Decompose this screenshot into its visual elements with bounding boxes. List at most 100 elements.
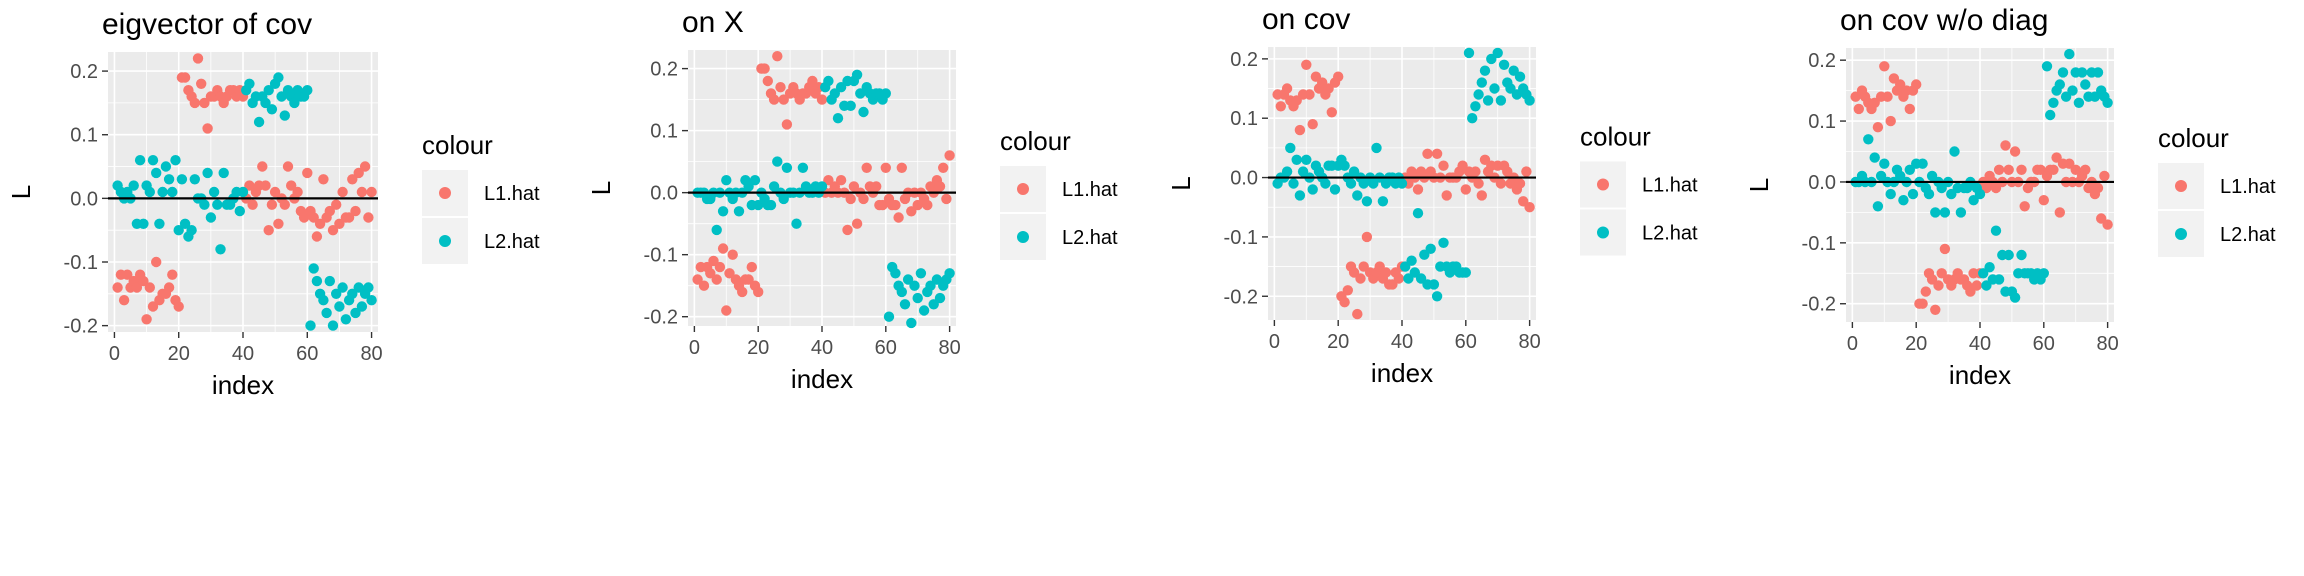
data-point xyxy=(855,88,866,99)
data-point xyxy=(2016,164,2027,175)
y-tick-label: 0.2 xyxy=(650,59,678,81)
y-tick-label: 0.2 xyxy=(70,61,98,83)
data-point xyxy=(941,193,952,205)
data-point xyxy=(1907,188,1919,200)
data-point xyxy=(1939,207,1951,218)
data-point xyxy=(179,218,191,229)
panel-4: 0 20 40 60 80 -0.2 -0.1 0.0 0.1 0.2on cov w/o dia… xyxy=(1744,4,2276,390)
data-point xyxy=(1885,188,1896,200)
data-point xyxy=(692,274,703,285)
data-point xyxy=(890,268,901,279)
data-point xyxy=(192,53,204,64)
data-point xyxy=(2073,97,2085,109)
data-point xyxy=(2080,79,2091,90)
series-L2.hat xyxy=(1272,47,1535,302)
data-point xyxy=(2038,268,2049,279)
data-point xyxy=(1460,184,1472,195)
data-point xyxy=(134,155,146,166)
x-tick-label: 20 xyxy=(1327,331,1349,353)
data-point xyxy=(781,119,793,130)
x-tick-label: 40 xyxy=(811,337,833,359)
data-point xyxy=(276,91,287,102)
data-point xyxy=(698,280,710,291)
data-point xyxy=(778,193,789,205)
data-point xyxy=(257,161,268,172)
data-point xyxy=(122,269,133,280)
data-point xyxy=(141,314,152,325)
data-point xyxy=(334,301,345,312)
data-point xyxy=(1885,115,1896,127)
data-point xyxy=(2102,97,2113,109)
x-tick-label: 0 xyxy=(1847,333,1858,355)
y-tick-label: 0.1 xyxy=(1230,108,1258,130)
data-point xyxy=(1971,280,1983,291)
data-point xyxy=(1879,61,1890,72)
data-point xyxy=(1498,59,1510,70)
data-point xyxy=(1476,190,1488,201)
x-tick-label: 0 xyxy=(689,337,700,359)
x-tick-label: 80 xyxy=(360,343,382,365)
legend-key-point xyxy=(1597,178,1609,191)
data-point xyxy=(2064,48,2075,60)
data-point xyxy=(1933,280,1944,291)
x-tick-label: 40 xyxy=(1969,333,1991,355)
y-tick-label: 0.1 xyxy=(1808,111,1836,133)
data-point xyxy=(237,186,249,198)
data-point xyxy=(1380,267,1392,278)
data-point xyxy=(877,199,888,211)
data-point xyxy=(356,301,368,312)
data-point xyxy=(944,150,955,161)
data-point xyxy=(196,78,207,90)
data-point xyxy=(218,167,229,179)
series-L1.hat xyxy=(692,51,955,316)
data-point xyxy=(353,282,364,293)
data-point xyxy=(2099,170,2110,182)
data-point xyxy=(1514,71,1526,82)
data-point xyxy=(2080,164,2091,175)
data-point xyxy=(2048,164,2059,175)
data-point xyxy=(253,116,265,128)
data-point xyxy=(324,205,335,217)
data-point xyxy=(746,261,757,273)
data-point xyxy=(2019,201,2030,212)
data-point xyxy=(154,218,165,229)
data-point xyxy=(1872,201,1884,212)
x-tick-label: 80 xyxy=(1518,331,1540,353)
y-tick-label: 0.2 xyxy=(1230,49,1258,71)
data-point xyxy=(775,82,786,93)
data-point xyxy=(1479,65,1491,76)
data-point xyxy=(350,205,361,217)
series-L1.hat xyxy=(112,53,377,325)
data-point xyxy=(2016,249,2027,261)
data-point xyxy=(1993,164,2005,175)
data-point xyxy=(2003,249,2014,261)
data-point xyxy=(1514,178,1526,189)
data-point xyxy=(906,317,917,329)
data-point xyxy=(128,180,139,191)
data-point xyxy=(308,263,319,274)
data-point xyxy=(1879,158,1890,169)
data-point xyxy=(823,75,834,87)
x-tick-label: 60 xyxy=(2033,333,2055,355)
data-point xyxy=(912,292,923,304)
data-point xyxy=(768,181,780,192)
legend-label: L2.hat xyxy=(1642,223,1698,245)
legend-label: L1.hat xyxy=(484,183,540,205)
data-point xyxy=(289,97,300,109)
y-axis-title: L xyxy=(1166,176,1196,190)
data-point xyxy=(1361,231,1373,243)
data-point xyxy=(797,162,809,173)
data-point xyxy=(118,295,130,306)
data-point xyxy=(1853,103,1865,115)
x-axis-title: index xyxy=(212,370,274,400)
data-point xyxy=(848,181,860,192)
data-point xyxy=(2054,79,2065,90)
data-point xyxy=(1291,154,1302,165)
data-point xyxy=(1984,262,1995,273)
data-point xyxy=(366,295,377,306)
data-point xyxy=(298,212,310,223)
data-point xyxy=(880,162,891,173)
data-point xyxy=(1307,119,1318,130)
data-point xyxy=(147,155,159,166)
data-point xyxy=(112,282,123,293)
